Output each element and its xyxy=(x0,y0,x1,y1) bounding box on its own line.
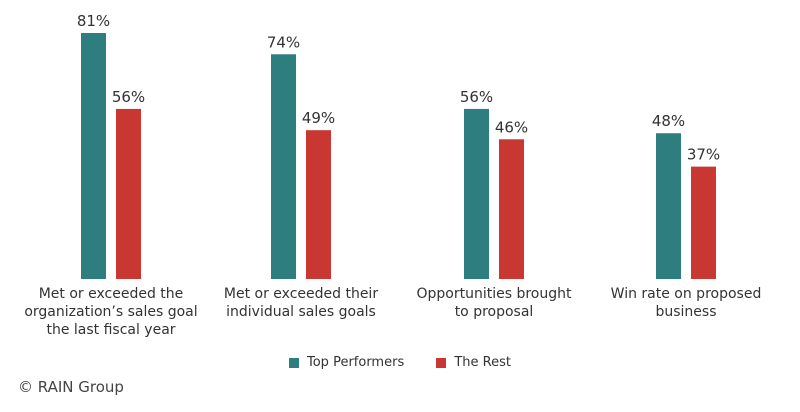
data-label-top-performers-4: 48% xyxy=(652,112,685,130)
data-label-the-rest-2: 49% xyxy=(302,109,335,127)
category-label-line: Opportunities brought xyxy=(416,286,572,302)
bar-top-performers-1 xyxy=(81,33,106,279)
category-label-line: to proposal xyxy=(454,304,534,320)
data-label-the-rest-4: 37% xyxy=(687,146,720,164)
bar-the-rest-4 xyxy=(691,166,716,279)
bar-the-rest-3 xyxy=(499,139,524,279)
category-label-1: Met or exceeded the organization’s sales … xyxy=(21,285,201,339)
bar-top-performers-3 xyxy=(464,108,489,279)
legend-label-top-performers: Top Performers xyxy=(307,355,405,370)
legend: Top Performers The Rest xyxy=(0,355,800,372)
category-label-line: the last fiscal year xyxy=(46,322,176,338)
category-label-4: Win rate on proposed business xyxy=(596,285,776,321)
bar-the-rest-2 xyxy=(306,130,331,279)
category-label-2: Met or exceeded their individual sales go… xyxy=(211,285,391,321)
data-label-the-rest-1: 56% xyxy=(112,88,145,106)
legend-swatch-top-performers xyxy=(289,357,299,368)
category-label-line: organization’s sales goal xyxy=(24,304,198,320)
category-label-line: Met or exceeded the xyxy=(38,286,184,302)
category-label-line: Met or exceeded their xyxy=(223,286,379,302)
category-label-3: Opportunities brought to proposal xyxy=(404,285,584,321)
bar-the-rest-1 xyxy=(116,108,141,279)
bar-top-performers-4 xyxy=(656,133,681,279)
legend-item-top-performers: Top Performers xyxy=(289,355,404,370)
legend-label-the-rest: The Rest xyxy=(454,355,511,370)
bar-top-performers-2 xyxy=(271,54,296,279)
data-label-top-performers-3: 56% xyxy=(460,88,493,106)
data-label-top-performers-1: 81% xyxy=(77,12,110,30)
category-label-line: individual sales goals xyxy=(226,304,376,320)
category-label-line: business xyxy=(655,304,717,320)
copyright-text: © RAIN Group xyxy=(18,378,124,396)
data-label-the-rest-3: 46% xyxy=(495,118,528,136)
category-label-line: Win rate on proposed xyxy=(610,286,762,302)
data-label-top-performers-2: 74% xyxy=(267,33,300,51)
legend-swatch-the-rest xyxy=(436,357,447,368)
legend-item-the-rest: The Rest xyxy=(436,355,511,370)
